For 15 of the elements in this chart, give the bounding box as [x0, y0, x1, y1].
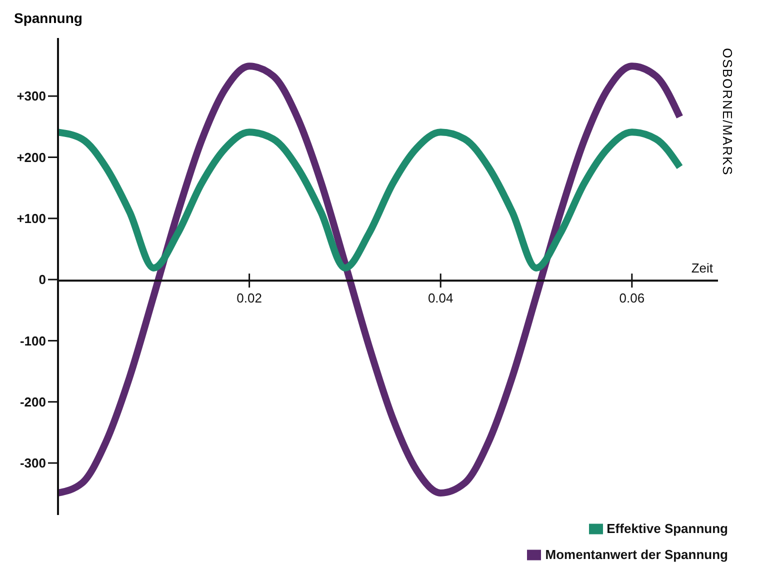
y-tick-label: -200: [20, 394, 46, 410]
y-tick-label: -100: [20, 333, 46, 348]
legend-label: Momentanwert der Spannung: [545, 547, 728, 562]
y-tick-label: +300: [16, 88, 46, 104]
x-tick-label: 0.02: [236, 290, 262, 306]
text: OSBORNE/MARKS: [720, 48, 735, 176]
y-tick-label: -300: [20, 456, 46, 471]
y-tick-label: +200: [16, 150, 46, 165]
y-tick-label: +100: [16, 211, 46, 226]
y-tick-label: 0: [38, 272, 46, 288]
legend-label: Effektive Spannung: [606, 521, 728, 536]
x-tick-label: 0.04: [428, 290, 454, 306]
x-tick-label: 0.06: [619, 290, 645, 306]
x-axis-title: Zeit: [691, 260, 714, 276]
y-axis-title: Spannung: [14, 10, 82, 26]
